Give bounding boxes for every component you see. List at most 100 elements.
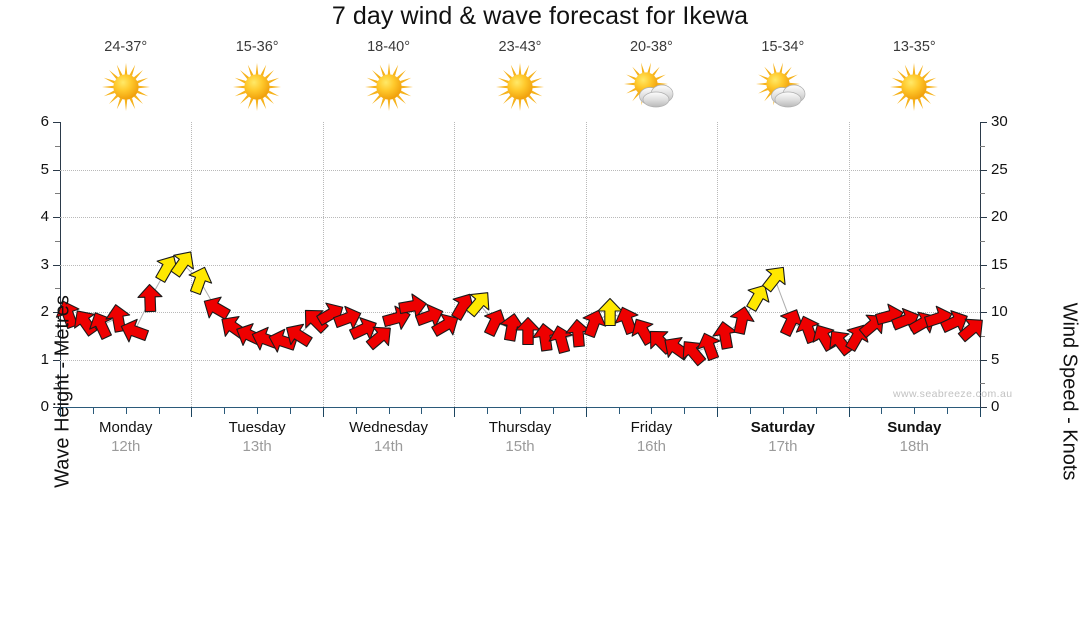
right-tick [980,312,987,313]
right-tick-label: 5 [991,352,999,367]
sunny-icon [488,60,552,114]
right-tick-label: 0 [991,399,999,414]
x-minor-tick [126,407,127,414]
right-tick-label: 30 [991,114,1008,129]
day-name: Saturday [716,418,850,437]
day-header: 18-40° [322,38,456,114]
left-minor-tick [55,146,60,147]
day-name: Wednesday [322,418,456,437]
right-minor-tick [980,146,985,147]
x-day-tick [454,407,455,417]
day-date: 17th [716,437,850,457]
forecast-chart: 7 day wind & wave forecast for Ikewa 24-… [0,0,1080,475]
x-minor-tick [421,407,422,414]
temperature-range: 18-40° [322,38,456,56]
wind-direction-arrow [119,316,149,346]
right-tick-label: 25 [991,162,1008,177]
wind-direction-arrow [957,314,987,344]
gridline [60,170,980,171]
right-tick-label: 10 [991,304,1008,319]
x-day-tick [849,407,850,417]
day-name: Thursday [453,418,587,437]
x-minor-tick [290,407,291,414]
left-tick-label: 6 [41,114,49,129]
day-separator [717,122,718,407]
x-day-tick [323,407,324,417]
sunny-icon [225,60,289,114]
right-tick [980,122,987,123]
day-date: 12th [59,437,193,457]
left-axis-label: Wave Height - Metres [52,157,75,627]
day-separator [849,122,850,407]
x-minor-tick [389,407,390,414]
gridline [60,217,980,218]
day-separator [454,122,455,407]
day-name: Sunday [847,418,981,437]
left-tick-label: 0 [41,399,49,414]
right-tick [980,170,987,171]
temperature-range: 15-34° [716,38,850,56]
x-minor-tick [651,407,652,414]
sunny-icon [882,60,946,114]
right-axis-label: Wind Speed - Knots [1058,157,1080,627]
day-date: 16th [584,437,718,457]
x-minor-tick [881,407,882,414]
gridline [60,360,980,361]
x-minor-tick [520,407,521,414]
partly-cloudy-icon [619,60,683,114]
temperature-range: 15-36° [190,38,324,56]
sunny-icon [94,60,158,114]
temperature-range: 23-43° [453,38,587,56]
page-title: 7 day wind & wave forecast for Ikewa [0,2,1080,31]
day-name: Friday [584,418,718,437]
day-separator [586,122,587,407]
left-tick-label: 2 [41,304,49,319]
x-minor-tick [914,407,915,414]
right-minor-tick [980,288,985,289]
sunny-icon [357,60,421,114]
left-tick-label: 1 [41,352,49,367]
day-date: 18th [847,437,981,457]
x-day-tick [980,407,981,417]
left-tick-label: 3 [41,257,49,272]
day-name: Tuesday [190,418,324,437]
right-minor-tick [980,193,985,194]
right-minor-tick [980,383,985,384]
day-separator [323,122,324,407]
x-minor-tick [783,407,784,414]
right-tick-label: 15 [991,257,1008,272]
day-name: Monday [59,418,193,437]
day-header: 15-36° [190,38,324,114]
right-tick-label: 20 [991,209,1008,224]
x-day-tick [60,407,61,417]
day-date: 15th [453,437,587,457]
left-tick-label: 4 [41,209,49,224]
left-tick-label: 5 [41,162,49,177]
x-minor-tick [553,407,554,414]
x-day-tick [191,407,192,417]
temperature-range: 24-37° [59,38,193,56]
day-header: 20-38° [584,38,718,114]
x-minor-tick [619,407,620,414]
wind-direction-arrow [135,283,165,313]
wind-direction-arrow [185,265,215,295]
x-minor-tick [487,407,488,414]
temperature-range: 13-35° [847,38,981,56]
x-minor-tick [93,407,94,414]
x-minor-tick [159,407,160,414]
left-tick [53,122,60,123]
x-minor-tick [257,407,258,414]
right-tick [980,217,987,218]
day-header: 15-34° [716,38,850,114]
x-day-tick [717,407,718,417]
day-header: 24-37° [59,38,193,114]
x-minor-tick [816,407,817,414]
watermark: www.seabreeze.com.au [893,388,1012,400]
x-minor-tick [684,407,685,414]
